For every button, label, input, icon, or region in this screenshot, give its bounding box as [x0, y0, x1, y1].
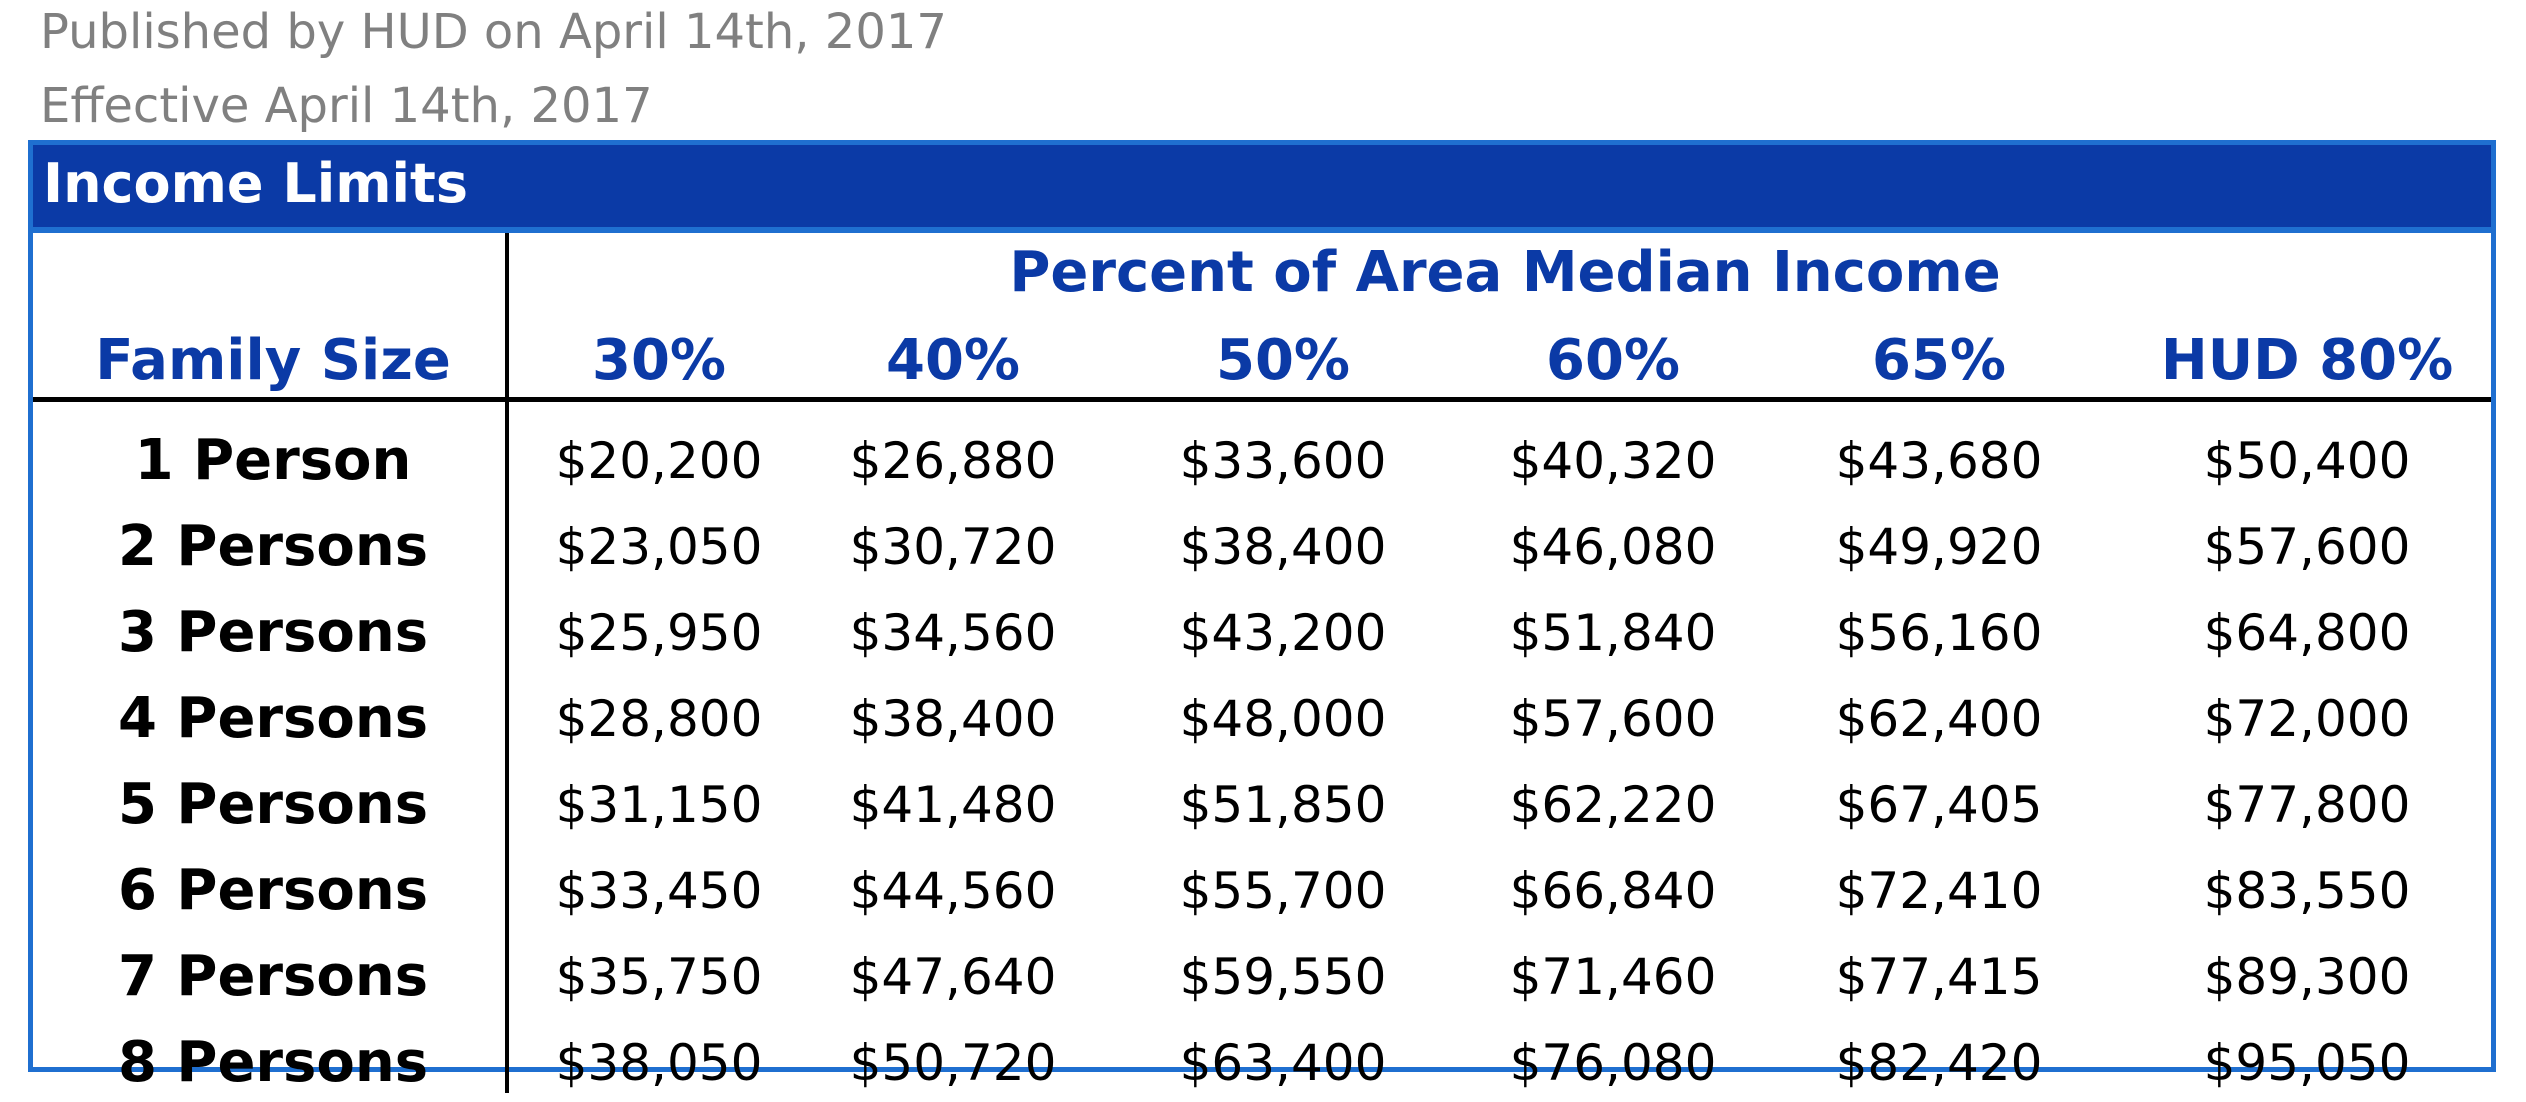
- income-limit-cell: $38,400: [849, 690, 1057, 748]
- income-limit-cell: $30,720: [849, 518, 1057, 576]
- income-limit-cell: $50,400: [2203, 432, 2411, 490]
- income-limit-cell: $62,220: [1509, 776, 1717, 834]
- title-divider: [33, 227, 2491, 233]
- percent-of-ami-header: Percent of Area Median Income: [1009, 240, 2001, 305]
- income-limit-cell: $51,840: [1509, 604, 1717, 662]
- income-limit-cell: $46,080: [1509, 518, 1717, 576]
- table-title-bar: Income Limits: [33, 145, 2491, 227]
- income-limit-cell: $66,840: [1509, 862, 1717, 920]
- income-limit-cell: $89,300: [2203, 948, 2411, 1006]
- family-size-label: 6 Persons: [117, 858, 429, 923]
- column-header: 30%: [591, 328, 727, 393]
- income-limit-cell: $38,050: [555, 1034, 763, 1092]
- income-limit-cell: $83,550: [2203, 862, 2411, 920]
- income-limit-cell: $67,405: [1835, 776, 2043, 834]
- family-size-label: 7 Persons: [117, 944, 429, 1009]
- income-limit-cell: $72,410: [1835, 862, 2043, 920]
- income-limit-cell: $33,600: [1179, 432, 1387, 490]
- income-limit-cell: $59,550: [1179, 948, 1387, 1006]
- family-size-label: 1 Person: [134, 428, 412, 493]
- income-limit-cell: $72,000: [2203, 690, 2411, 748]
- published-date-text: Published by HUD on April 14th, 2017: [40, 4, 947, 60]
- family-size-header: Family Size: [95, 328, 451, 393]
- income-limit-cell: $51,850: [1179, 776, 1387, 834]
- income-limit-cell: $49,920: [1835, 518, 2043, 576]
- family-size-label: 3 Persons: [117, 600, 429, 665]
- row-header-divider: [505, 233, 509, 1093]
- income-limit-cell: $47,640: [849, 948, 1057, 1006]
- effective-date-text: Effective April 14th, 2017: [40, 78, 653, 134]
- income-limit-cell: $40,320: [1509, 432, 1717, 490]
- family-size-label: 2 Persons: [117, 514, 429, 579]
- income-limit-cell: $57,600: [1509, 690, 1717, 748]
- family-size-label: 8 Persons: [117, 1030, 429, 1095]
- income-limit-cell: $20,200: [555, 432, 763, 490]
- income-limit-cell: $56,160: [1835, 604, 2043, 662]
- family-size-label: 5 Persons: [117, 772, 429, 837]
- income-limit-cell: $26,880: [849, 432, 1057, 490]
- income-limit-cell: $95,050: [2203, 1034, 2411, 1092]
- income-limit-cell: $76,080: [1509, 1034, 1717, 1092]
- income-limit-cell: $82,420: [1835, 1034, 2043, 1092]
- header-divider: [33, 397, 2491, 402]
- column-header: 50%: [1215, 328, 1351, 393]
- column-header: HUD 80%: [2160, 328, 2454, 393]
- income-limit-cell: $77,800: [2203, 776, 2411, 834]
- income-limit-cell: $23,050: [555, 518, 763, 576]
- income-limit-cell: $34,560: [849, 604, 1057, 662]
- income-limit-cell: $57,600: [2203, 518, 2411, 576]
- income-limit-cell: $71,460: [1509, 948, 1717, 1006]
- income-limit-cell: $28,800: [555, 690, 763, 748]
- family-size-label: 4 Persons: [117, 686, 429, 751]
- table-title: Income Limits: [43, 152, 468, 215]
- income-limit-cell: $43,200: [1179, 604, 1387, 662]
- income-limit-cell: $35,750: [555, 948, 763, 1006]
- income-limit-cell: $77,415: [1835, 948, 2043, 1006]
- income-limit-cell: $64,800: [2203, 604, 2411, 662]
- income-limit-cell: $31,150: [555, 776, 763, 834]
- income-limit-cell: $48,000: [1179, 690, 1387, 748]
- income-limit-cell: $63,400: [1179, 1034, 1387, 1092]
- income-limit-cell: $55,700: [1179, 862, 1387, 920]
- income-limit-cell: $33,450: [555, 862, 763, 920]
- income-limit-cell: $62,400: [1835, 690, 2043, 748]
- income-limit-cell: $50,720: [849, 1034, 1057, 1092]
- column-header: 65%: [1871, 328, 2007, 393]
- income-limit-cell: $25,950: [555, 604, 763, 662]
- income-limit-cell: $38,400: [1179, 518, 1387, 576]
- income-limit-cell: $44,560: [849, 862, 1057, 920]
- income-limit-cell: $43,680: [1835, 432, 2043, 490]
- column-header: 40%: [885, 328, 1021, 393]
- column-header: 60%: [1545, 328, 1681, 393]
- income-limit-cell: $41,480: [849, 776, 1057, 834]
- income-limits-table: Income Limits Percent of Area Median Inc…: [28, 140, 2496, 1093]
